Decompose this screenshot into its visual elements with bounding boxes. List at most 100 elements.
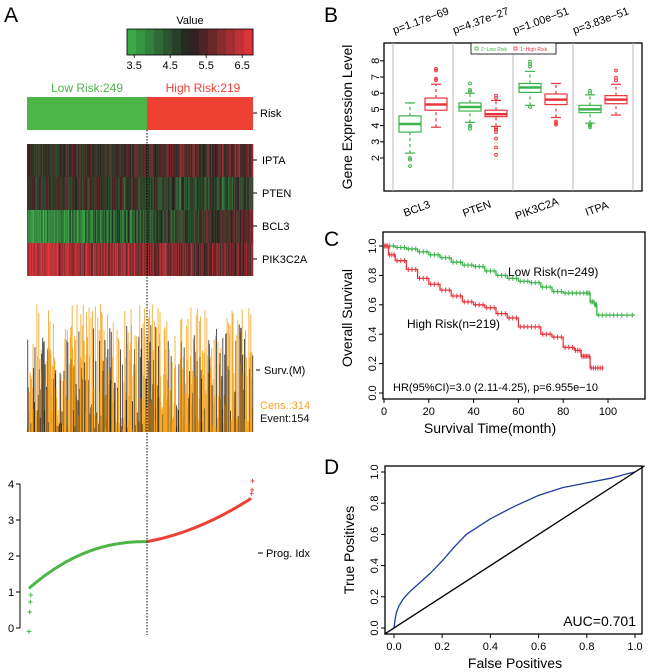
box-outlier	[588, 123, 592, 128]
roc-y-tick-label: 0.0	[369, 620, 381, 635]
heatmap-cell	[167, 243, 169, 276]
heatmap-cell	[192, 144, 193, 177]
heatmap-cell	[34, 243, 36, 276]
heatmap-cell	[148, 144, 149, 177]
heatmap-cell	[119, 177, 121, 210]
heatmap-cell	[252, 144, 254, 177]
heatmap-cell	[243, 177, 245, 210]
heatmap-cell	[155, 144, 157, 177]
heatmap-cell	[196, 144, 198, 177]
heatmap-cell	[81, 144, 82, 177]
heatmap-cell	[161, 210, 163, 243]
heatmap-cell	[108, 144, 110, 177]
heatmap-cell	[88, 210, 90, 243]
boxplot-pvalue-bcl3: p=1.17e−69	[391, 5, 450, 36]
heatmap-cell	[115, 144, 117, 177]
heatmap-cell	[232, 243, 234, 276]
heatmap-cell	[101, 210, 103, 243]
heatmap-cell	[39, 177, 40, 210]
heatmap-cell	[140, 210, 142, 243]
roc-frame	[384, 465, 643, 635]
heatmap-cell	[168, 177, 170, 210]
heatmap-cell	[115, 144, 117, 177]
heatmap-cell	[228, 177, 230, 210]
heatmap-cell	[161, 243, 163, 276]
heatmap-cell	[183, 243, 185, 276]
heatmap-cell	[193, 243, 194, 276]
heatmap-cell	[87, 210, 89, 243]
km-x-tick-label: 20	[423, 406, 435, 418]
heatmap-cell	[133, 177, 135, 210]
heatmap-cell	[114, 210, 116, 243]
heatmap-cell	[164, 144, 166, 177]
heatmap-cell	[46, 243, 48, 276]
heatmap-cell	[141, 177, 143, 210]
colorbar-segment	[163, 29, 173, 55]
heatmap-cell	[125, 177, 127, 210]
heatmap-cell	[178, 144, 179, 177]
heatmap-cell	[251, 210, 253, 243]
heatmap-cell	[77, 144, 79, 177]
heatmap-cell	[143, 177, 145, 210]
heatmap-cell	[128, 177, 130, 210]
heatmap-cell	[72, 144, 74, 177]
heatmap-cell	[159, 144, 161, 177]
heatmap-cell	[237, 144, 238, 177]
heatmap-cell	[188, 144, 190, 177]
boxplot-pvalue-pik3c2a: p=1.00e−51	[511, 5, 570, 36]
heatmap-cell	[243, 243, 245, 276]
heatmap-cell	[27, 243, 29, 276]
heatmap-cell	[195, 144, 197, 177]
heatmap-cell	[134, 210, 136, 243]
heatmap-cell	[174, 243, 176, 276]
heatmap-cell	[132, 210, 134, 243]
heatmap-cell	[162, 210, 164, 243]
heatmap-cell	[154, 210, 156, 243]
heatmap-cell	[112, 243, 114, 276]
heatmap-cell	[152, 177, 153, 210]
heatmap-cell	[73, 177, 75, 210]
heatmap-cell	[50, 177, 52, 210]
heatmap-cell	[247, 243, 249, 276]
heatmap-cell	[56, 177, 58, 210]
heatmap-cell	[241, 177, 243, 210]
heatmap-cell	[96, 144, 97, 177]
heatmap-cell	[82, 243, 84, 276]
heatmap-cell	[181, 243, 183, 276]
heatmap-cell	[61, 177, 63, 210]
heatmap-cell	[148, 177, 149, 210]
heatmap-cell	[178, 210, 180, 243]
heatmap-cell	[66, 243, 68, 276]
heatmap-cell	[213, 177, 215, 210]
heatmap-cell	[208, 243, 210, 276]
heatmap-cell	[42, 243, 44, 276]
heatmap-cell	[75, 243, 77, 276]
heatmap-cell	[211, 177, 213, 210]
heatmap-cell	[172, 210, 174, 243]
heatmap-cell	[147, 144, 149, 177]
heatmap-cell	[105, 144, 107, 177]
heatmap-cell	[178, 144, 180, 177]
heatmap-cell	[69, 210, 71, 243]
heatmap-cell	[232, 210, 234, 243]
heatmap-cell	[203, 177, 205, 210]
heatmap-cell	[172, 210, 174, 243]
heatmap-cell	[27, 144, 28, 177]
heatmap-cell	[120, 177, 121, 210]
heatmap-cell	[124, 210, 125, 243]
heatmap-cell	[63, 177, 65, 210]
heatmap-cell	[64, 144, 65, 177]
heatmap-cell	[36, 177, 37, 210]
heatmap-cell	[167, 210, 169, 243]
heatmap-cell	[145, 243, 147, 276]
heatmap-cell	[120, 243, 121, 276]
heatmap-cell	[43, 210, 45, 243]
heatmap-cell	[68, 144, 70, 177]
box-pik3c2a-high	[544, 82, 568, 127]
heatmap-cell	[218, 177, 220, 210]
heatmap-cell	[215, 210, 217, 243]
heatmap-cell	[231, 210, 233, 243]
heatmap-cell	[183, 144, 185, 177]
heatmap-cell	[164, 144, 165, 177]
heatmap-cell	[55, 177, 56, 210]
